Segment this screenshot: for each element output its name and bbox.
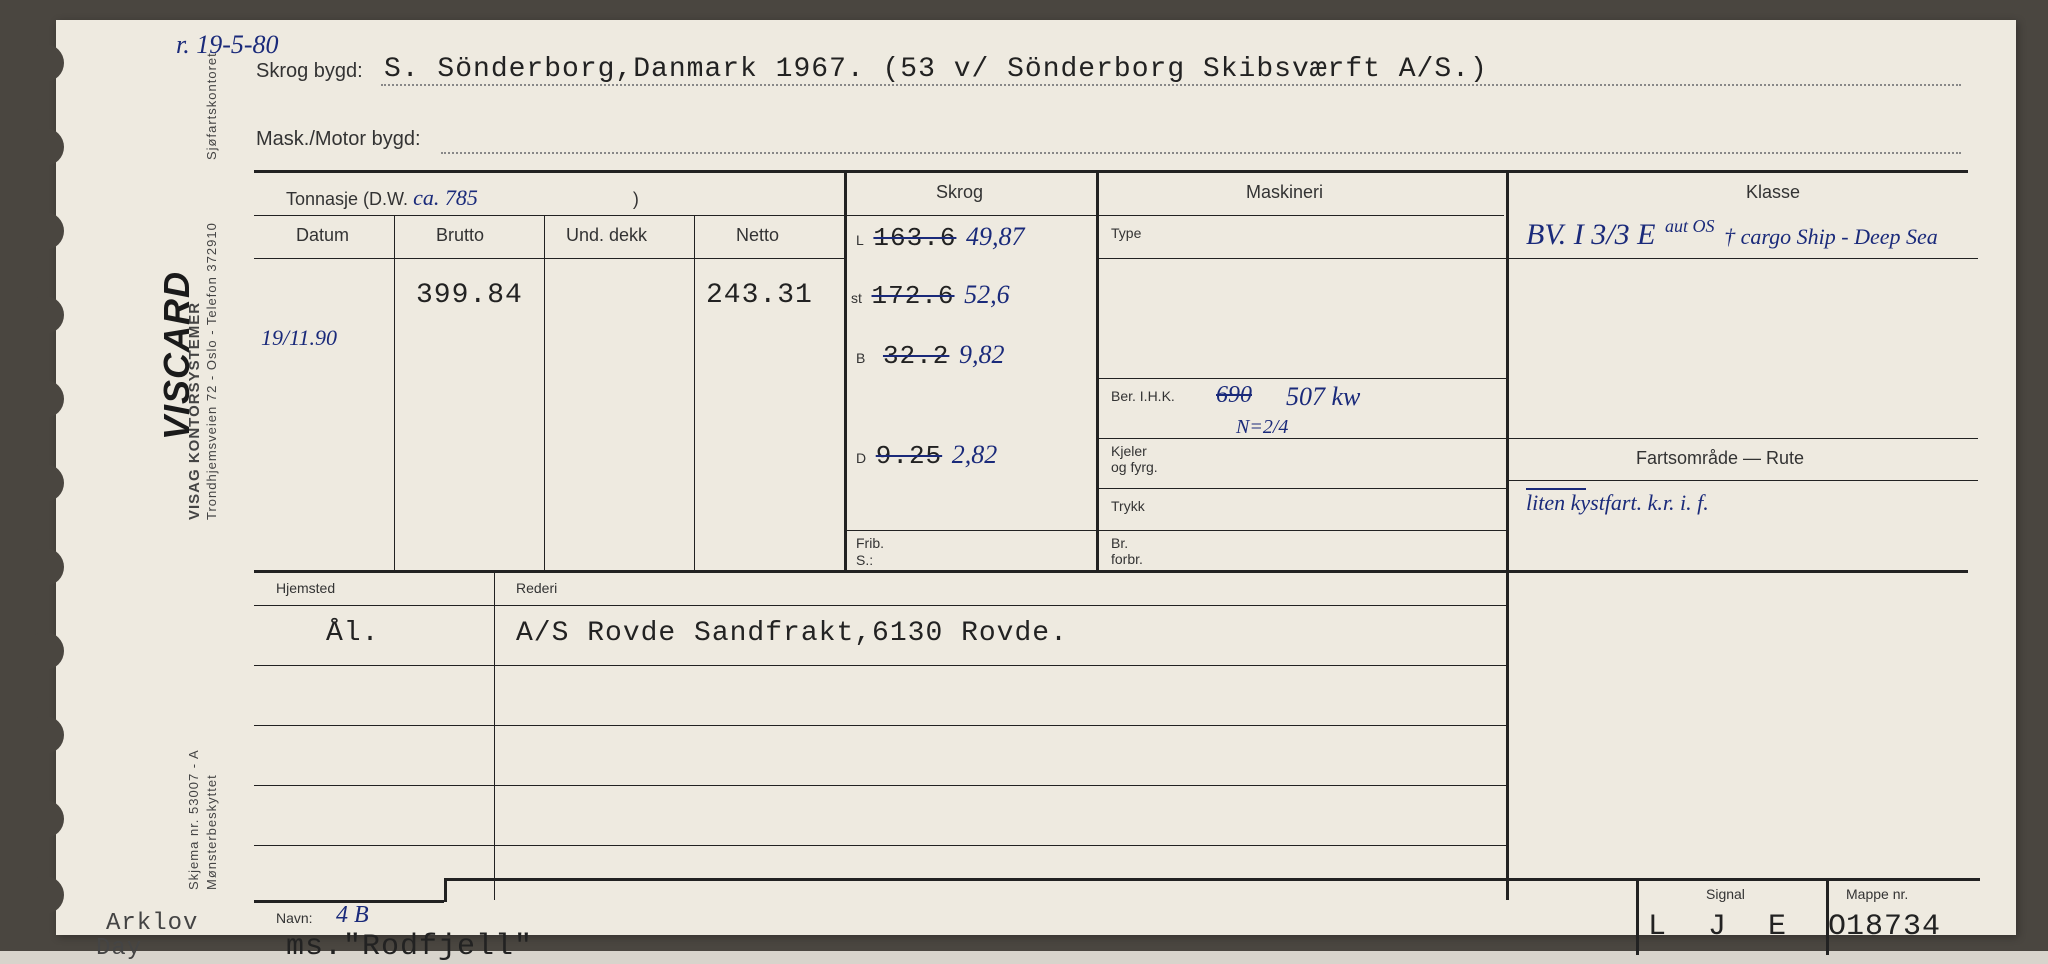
ber-label: Ber. I.H.K. bbox=[1111, 388, 1175, 404]
side-text-monster: Mønsterbeskyttet bbox=[204, 774, 219, 890]
skrog-B-old: 32.2 bbox=[883, 341, 949, 371]
mappe-label: Mappe nr. bbox=[1846, 886, 1908, 902]
side-text-sjofart: Sjøfartskontoret bbox=[204, 52, 219, 160]
skrog-header: Skrog bbox=[936, 182, 983, 203]
form-area: r. 19-5-80 Skrog bygd: S. Sönderborg,Dan… bbox=[226, 40, 1996, 915]
skrog-st-new: 52,6 bbox=[964, 280, 1010, 309]
trykk-label: Trykk bbox=[1111, 498, 1145, 514]
ber-new: 507 kw bbox=[1286, 382, 1360, 412]
side-text-visag: VISAG KONTORSYSTEMER bbox=[186, 302, 203, 520]
netto-label: Netto bbox=[736, 225, 779, 246]
name-left-2: Day bbox=[96, 935, 142, 962]
klasse-value: BV. I 3/3 E aut OS † cargo Ship - Deep S… bbox=[1526, 218, 1938, 252]
mappe-value: 18734 bbox=[1846, 910, 1941, 944]
ship-name: ms."Rodfjell" bbox=[286, 930, 533, 964]
brutto-value: 399.84 bbox=[416, 280, 523, 311]
skrog-bygd-label: Skrog bygd: bbox=[256, 60, 363, 83]
mask-bygd-label: Mask./Motor bygd: bbox=[256, 128, 421, 151]
navn-hand: 4 B bbox=[336, 902, 369, 929]
skrog-bygd-value: S. Sönderborg,Danmark 1967. (53 v/ Sönde… bbox=[384, 54, 1488, 85]
skrog-D-old: 9.25 bbox=[876, 441, 942, 471]
navn-label: Navn: bbox=[276, 910, 313, 926]
unddekk-label: Und. dekk bbox=[566, 225, 647, 246]
klasse-header: Klasse bbox=[1746, 182, 1800, 203]
skrog-D-new: 2,82 bbox=[952, 440, 998, 469]
skrog-B-new: 9,82 bbox=[959, 340, 1005, 369]
type-label: Type bbox=[1111, 225, 1141, 241]
br-label: Br. forbr. bbox=[1111, 535, 1143, 567]
ber-old: 690 bbox=[1216, 382, 1252, 409]
index-card: VISCARD Sjøfartskontoret VISAG KONTORSYS… bbox=[56, 20, 2016, 935]
signal-value: L J E O bbox=[1648, 910, 1858, 944]
frib-label: Frib. bbox=[856, 535, 884, 551]
rederi-label: Rederi bbox=[516, 580, 557, 596]
side-text-addr: Trondhjemsveien 72 - Oslo - Telefon 3729… bbox=[204, 222, 219, 520]
skrog-st-old: 172.6 bbox=[872, 281, 955, 311]
hjemsted-label: Hjemsted bbox=[276, 580, 335, 596]
netto-value: 243.31 bbox=[706, 280, 813, 311]
maskineri-header: Maskineri bbox=[1246, 182, 1323, 203]
datum-2: 19/11.90 bbox=[261, 325, 337, 351]
name-left-1: Arklov bbox=[106, 910, 198, 937]
farts-value: liten kystfart. k.r. i. f. bbox=[1526, 490, 1709, 516]
brutto-label: Brutto bbox=[436, 225, 484, 246]
rederi-value: A/S Rovde Sandfrakt,6130 Rovde. bbox=[516, 618, 1068, 649]
s-label: S.: bbox=[856, 552, 873, 568]
tonnasje-label: Tonnasje (D.W. ca. 785 ) bbox=[286, 185, 639, 211]
handwritten-date: r. 19-5-80 bbox=[176, 30, 279, 60]
skrog-L-old: 163.6 bbox=[873, 223, 956, 253]
farts-label: Fartsområde — Rute bbox=[1636, 448, 1804, 469]
signal-label: Signal bbox=[1706, 886, 1745, 902]
kjeler-label: Kjeler og fyrg. bbox=[1111, 443, 1158, 475]
ber-note: N=2/4 bbox=[1236, 416, 1288, 439]
hjemsted-value: Ål. bbox=[326, 618, 379, 649]
skrog-L-new: 49,87 bbox=[966, 222, 1025, 251]
datum-label: Datum bbox=[296, 225, 349, 246]
side-text-skjema: Skjema nr. 53007 - A bbox=[186, 749, 201, 890]
